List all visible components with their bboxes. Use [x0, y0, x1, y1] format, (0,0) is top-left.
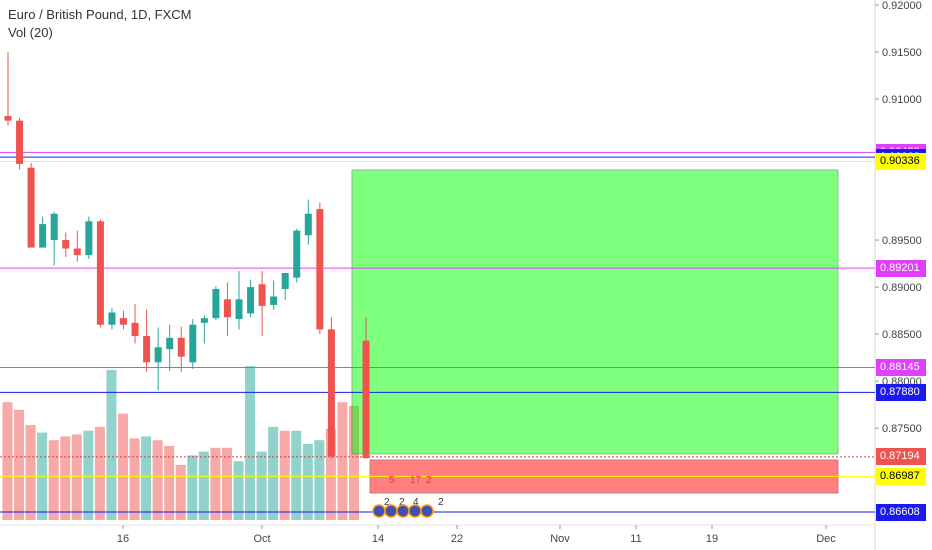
event-marker-count[interactable]: 2 — [399, 497, 405, 508]
volume-bar[interactable] — [14, 409, 25, 520]
candle-body[interactable] — [223, 299, 231, 318]
volume-bar[interactable] — [118, 413, 128, 520]
volume-bar[interactable] — [152, 440, 163, 520]
volume-bar[interactable] — [233, 461, 244, 520]
price-label-tag[interactable]: 0.89201 — [876, 259, 926, 277]
price-tick-label: 0.89500 — [882, 235, 922, 247]
candle-body[interactable] — [50, 213, 58, 241]
volume-bar[interactable] — [25, 425, 36, 520]
price-label-tag[interactable]: 0.88145 — [876, 358, 926, 376]
volume-bar[interactable] — [106, 369, 117, 520]
time-tick-label: Oct — [253, 533, 270, 545]
candle-body[interactable] — [73, 248, 81, 256]
time-tick-label: 14 — [372, 533, 384, 545]
price-label-tag[interactable]: 0.86987 — [876, 467, 926, 485]
candle-body[interactable] — [200, 318, 208, 323]
volume-bar[interactable] — [2, 402, 13, 520]
price-tick-label: 0.91500 — [882, 47, 922, 59]
price-tick-label: 0.92000 — [882, 0, 922, 12]
candle-body[interactable] — [27, 167, 35, 248]
price-tick-label: 0.89000 — [882, 282, 922, 294]
candle-body[interactable] — [108, 312, 116, 325]
volume-bar[interactable] — [325, 428, 336, 520]
volume-bar[interactable] — [337, 402, 348, 520]
candle-body[interactable] — [85, 221, 93, 256]
volume-bar[interactable] — [60, 436, 71, 520]
candle-body[interactable] — [189, 324, 197, 363]
economic-event-icon[interactable] — [372, 504, 386, 518]
symbol-title[interactable]: Euro / British Pound, 1D, FXCM — [8, 7, 192, 22]
volume-bar[interactable] — [129, 438, 140, 520]
volume-bar[interactable] — [221, 447, 232, 520]
candle-body[interactable] — [235, 299, 243, 320]
volume-bar[interactable] — [349, 406, 359, 520]
candle-body[interactable] — [281, 272, 289, 289]
time-tick-label: 19 — [706, 533, 718, 545]
candle-body[interactable] — [362, 340, 370, 459]
price-tick-label: 0.88500 — [882, 329, 922, 341]
candle-body[interactable] — [316, 209, 324, 330]
volume-bar[interactable] — [198, 451, 209, 520]
time-tick-label: 16 — [117, 533, 129, 545]
economic-event-icon[interactable] — [420, 504, 434, 518]
volume-bar[interactable] — [210, 447, 221, 520]
candle-body[interactable] — [96, 221, 104, 325]
volume-bar[interactable] — [245, 366, 256, 520]
time-tick-label: Dec — [816, 533, 836, 545]
candle-body[interactable] — [247, 287, 255, 314]
volume-bar[interactable] — [94, 426, 105, 520]
price-label-tag[interactable]: 0.86608 — [876, 503, 926, 521]
economic-event-icon[interactable] — [396, 504, 410, 518]
candle-body[interactable] — [143, 335, 151, 363]
event-marker-count[interactable]: 2 — [438, 497, 444, 508]
price-tick-label: 0.87500 — [882, 423, 922, 435]
candle-body[interactable] — [16, 120, 24, 164]
candle-body[interactable] — [131, 322, 139, 336]
candle-body[interactable] — [304, 213, 312, 236]
chart-legend: Euro / British Pound, 1D, FXCM Vol (20) — [8, 6, 192, 42]
event-marker-count[interactable]: 4 — [413, 497, 419, 508]
candle-body[interactable] — [39, 224, 47, 248]
economic-event-icon[interactable] — [408, 504, 422, 518]
economic-event-icon[interactable] — [384, 504, 398, 518]
volume-bar[interactable] — [302, 444, 313, 520]
candle-body[interactable] — [166, 337, 174, 350]
volume-bar[interactable] — [164, 445, 175, 520]
volume-bar[interactable] — [48, 440, 59, 520]
volume-bar[interactable] — [83, 430, 94, 520]
volume-bar[interactable] — [71, 434, 82, 521]
volume-indicator-label[interactable]: Vol (20) — [8, 25, 53, 40]
time-tick-label: Nov — [550, 533, 570, 545]
volume-bar[interactable] — [268, 426, 279, 520]
candle-body[interactable] — [212, 288, 220, 319]
candle-body[interactable] — [154, 347, 162, 363]
profit-zone[interactable] — [351, 169, 839, 455]
price-label-tag[interactable]: 0.87194 — [876, 448, 926, 466]
price-label-tag[interactable]: 0.87880 — [876, 383, 926, 401]
volume-bar[interactable] — [256, 451, 267, 520]
candle-body[interactable] — [177, 337, 185, 357]
price-tick-label: 0.91000 — [882, 94, 922, 106]
event-marker-count[interactable]: 5 — [389, 475, 395, 486]
volume-bar[interactable] — [279, 430, 290, 520]
candle-body[interactable] — [270, 296, 278, 305]
event-marker-count[interactable]: 17 — [410, 475, 422, 486]
volume-bar[interactable] — [175, 464, 186, 520]
time-tick-label: 11 — [630, 533, 641, 545]
volume-bar[interactable] — [187, 455, 198, 520]
volume-bar[interactable] — [291, 430, 302, 520]
event-marker-count[interactable]: 2 — [384, 497, 390, 508]
candle-body[interactable] — [120, 318, 127, 325]
candle-body[interactable] — [258, 284, 266, 306]
volume-bar[interactable] — [141, 436, 152, 520]
time-tick-label: 22 — [451, 533, 463, 545]
candle-body[interactable] — [327, 329, 335, 457]
price-label-tag[interactable]: 0.90336 — [876, 152, 926, 170]
candle-body[interactable] — [293, 230, 301, 278]
candle-body[interactable] — [62, 240, 70, 249]
candle-body[interactable] — [4, 115, 12, 121]
volume-bar[interactable] — [314, 440, 325, 520]
event-marker-count[interactable]: 2 — [426, 475, 432, 486]
